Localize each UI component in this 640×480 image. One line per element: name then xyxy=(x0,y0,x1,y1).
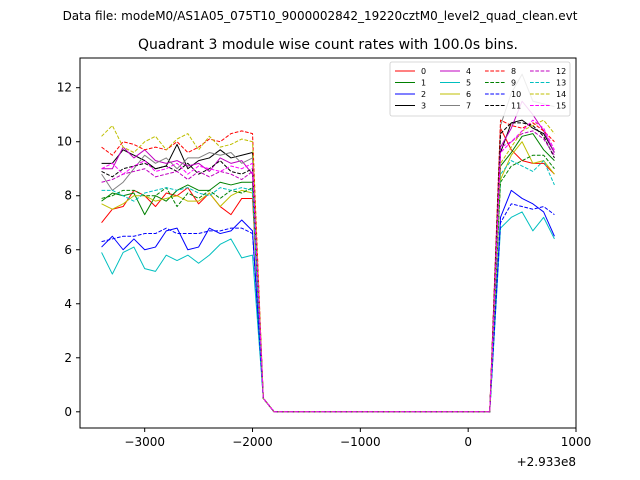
x-tick-label: −1000 xyxy=(340,435,381,449)
y-tick-label: 2 xyxy=(64,351,72,365)
legend-label-6: 6 xyxy=(466,90,471,99)
legend-label-13: 13 xyxy=(556,79,566,88)
y-tick-label: 8 xyxy=(64,189,72,203)
legend-label-8: 8 xyxy=(511,67,516,76)
series-layer xyxy=(101,73,555,413)
y-tick-label: 12 xyxy=(57,81,72,95)
legend-label-2: 2 xyxy=(421,90,426,99)
axes-border xyxy=(79,57,577,429)
x-tick-label: −3000 xyxy=(124,435,165,449)
y-tick-label: 10 xyxy=(57,135,72,149)
legend-label-9: 9 xyxy=(511,79,516,88)
chart-title: Quadrant 3 module wise count rates with … xyxy=(138,37,518,53)
x-tick-label: −2000 xyxy=(232,435,273,449)
x-tick-label: 0 xyxy=(464,435,472,449)
legend-box xyxy=(389,61,571,117)
figure-suptitle: Data file: modeM0/AS1A05_075T10_90000028… xyxy=(63,9,578,23)
legend-label-10: 10 xyxy=(511,90,521,99)
x-axis-offset-label: +2.933e8 xyxy=(517,455,576,469)
legend-label-7: 7 xyxy=(466,102,471,111)
y-tick-label: 0 xyxy=(64,405,72,419)
legend-label-12: 12 xyxy=(556,67,566,76)
y-tick-label: 4 xyxy=(64,297,72,311)
legend-label-5: 5 xyxy=(466,79,471,88)
legend-label-4: 4 xyxy=(466,67,471,76)
legend-label-3: 3 xyxy=(421,102,426,111)
legend-label-14: 14 xyxy=(556,90,566,99)
series-line-15 xyxy=(101,119,555,413)
legend-label-1: 1 xyxy=(421,79,426,88)
legend-label-15: 15 xyxy=(556,102,566,111)
legend-label-0: 0 xyxy=(421,67,426,76)
y-tick-label: 6 xyxy=(64,243,72,257)
legend-label-11: 11 xyxy=(511,102,521,111)
axes-frame xyxy=(80,58,576,428)
x-tick-label: 1000 xyxy=(561,435,592,449)
